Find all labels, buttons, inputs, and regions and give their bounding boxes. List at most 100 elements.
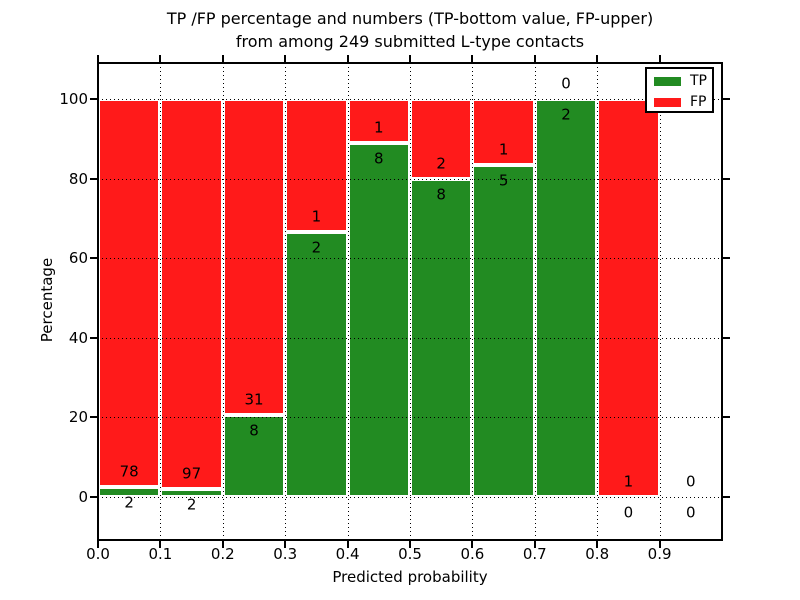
x-tick-top: [658, 55, 661, 62]
bar-segment-fp: [285, 99, 348, 232]
x-tick: [409, 541, 411, 548]
fp-count-label: 31: [244, 390, 264, 409]
bar-segment-tp: [160, 488, 223, 497]
bar-segment-fp: [472, 99, 535, 166]
y-tick-right: [723, 336, 730, 339]
fp-count-label: 1: [374, 118, 384, 137]
y-tick-right: [723, 416, 730, 419]
tp-count-label: 8: [249, 421, 259, 440]
x-gridline: [160, 63, 162, 540]
bar-segment-tp: [347, 143, 410, 497]
x-tick-top: [284, 55, 287, 62]
legend-swatch-fp: [654, 98, 681, 107]
bar-segment-fp: [347, 99, 410, 144]
fp-count-label: 78: [119, 462, 139, 481]
y-tick: [90, 177, 97, 180]
fp-count-label: 0: [686, 472, 696, 491]
fp-count-label: 1: [311, 207, 322, 226]
x-tick: [284, 541, 287, 548]
x-tick-top: [346, 55, 349, 62]
bar-segment-fp: [98, 99, 161, 488]
tp-count-label: 0: [623, 503, 634, 522]
x-gridline: [285, 63, 287, 540]
y-tick-label: 40: [68, 328, 88, 347]
x-gridline: [347, 63, 349, 540]
chart-title-line2: from among 249 submitted L-type contacts: [235, 32, 585, 51]
fp-count-label: 1: [623, 472, 634, 491]
y-tick: [90, 336, 97, 339]
x-tick-label: 0.9: [647, 545, 672, 563]
x-tick-label: 0.3: [273, 545, 298, 563]
bar-segment-tp: [222, 415, 286, 497]
bar-segment-tp: [410, 178, 473, 497]
bar-segment-tp: [472, 165, 535, 497]
x-tick: [658, 541, 661, 548]
y-tick-right: [723, 496, 730, 498]
bar-segment-tp: [98, 487, 161, 497]
y-tick-label: 100: [59, 90, 88, 108]
x-tick-label: 0.6: [460, 545, 485, 563]
chart-title: TP /FP percentage and numbers (TP-bottom…: [98, 7, 722, 53]
tp-count-label: 5: [498, 171, 509, 190]
x-tick-label: 0.0: [86, 545, 110, 563]
x-gridline: [472, 63, 474, 540]
tp-count-label: 8: [374, 149, 384, 168]
x-tick-label: 0.1: [148, 545, 173, 563]
x-gridline: [659, 63, 661, 540]
tp-count-label: 0: [686, 503, 696, 522]
x-tick-label: 0.2: [210, 545, 235, 563]
y-tick-label: 0: [78, 488, 88, 506]
y-tick: [90, 416, 97, 419]
tp-count-label: 2: [311, 238, 322, 257]
tp-count-label: 2: [186, 495, 197, 514]
fp-count-label: 1: [498, 140, 509, 159]
legend: TP FP: [645, 67, 714, 113]
bar-segment-tp: [285, 231, 348, 497]
y-tick-right: [723, 177, 730, 180]
y-tick-label: 20: [68, 408, 88, 427]
legend-label-fp: FP: [690, 94, 707, 110]
tp-count-label: 8: [436, 185, 446, 204]
x-tick: [97, 541, 99, 548]
y-tick-right: [723, 257, 730, 260]
bar-segment-tp: [534, 99, 598, 497]
y-tick: [90, 98, 97, 100]
x-gridline: [410, 63, 411, 540]
x-tick-label: 0.8: [585, 545, 610, 563]
bar-segment-fp: [160, 99, 223, 489]
x-tick: [596, 541, 599, 548]
fp-count-label: 0: [561, 74, 571, 93]
fp-count-label: 2: [436, 154, 446, 173]
x-tick-label: 0.5: [398, 545, 422, 563]
x-gridline: [597, 63, 599, 540]
fp-count-label: 97: [182, 464, 202, 483]
x-axis-label: Predicted probability: [332, 568, 488, 586]
x-tick-label: 0.7: [522, 545, 547, 563]
legend-label-tp: TP: [690, 73, 707, 89]
x-tick-top: [159, 55, 162, 62]
x-tick-label: 0.4: [335, 545, 360, 563]
chart-title-line1: TP /FP percentage and numbers (TP-bottom…: [166, 9, 654, 28]
bar-segment-fp: [597, 99, 660, 497]
x-tick-top: [533, 55, 536, 62]
y-tick-label: 60: [68, 249, 88, 268]
x-tick-top: [409, 55, 411, 62]
y-axis-label: Percentage: [38, 257, 56, 343]
x-tick: [221, 541, 224, 548]
x-tick-top: [596, 55, 599, 62]
x-tick-top: [471, 55, 474, 62]
legend-swatch-tp: [654, 77, 681, 86]
plot-area: 78 2 97 2 31 8 1 2 1 8 2 8 1 5 0 2 1 0 0 0: [98, 63, 722, 540]
x-tick: [346, 541, 349, 548]
tp-count-label: 2: [124, 493, 134, 512]
x-gridline: [534, 63, 536, 540]
x-tick: [471, 541, 474, 548]
y-tick-right: [723, 98, 730, 100]
bar-segment-fp: [222, 99, 286, 416]
x-gridline: [222, 63, 224, 540]
x-tick: [533, 541, 536, 548]
x-tick: [159, 541, 162, 548]
y-tick: [90, 257, 97, 260]
bar-segment-fp: [410, 99, 473, 179]
